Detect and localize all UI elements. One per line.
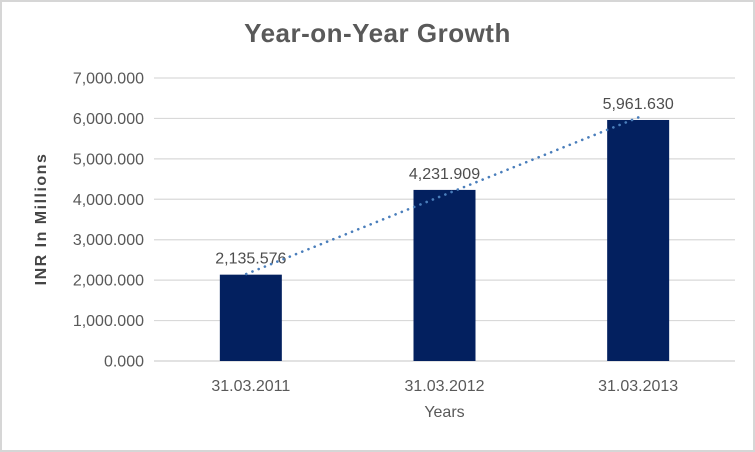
y-tick-label: 0.000 xyxy=(104,354,144,371)
bar-data-label: 4,231.909 xyxy=(409,166,480,183)
x-tick-label: 31.03.2012 xyxy=(404,378,484,395)
y-tick-label: 3,000.000 xyxy=(73,232,144,249)
x-tick-label: 31.03.2013 xyxy=(598,378,678,395)
y-tick-label: 7,000.000 xyxy=(73,71,144,88)
bar[interactable] xyxy=(607,119,670,361)
bar[interactable] xyxy=(219,274,282,361)
y-tick-label: 4,000.000 xyxy=(73,192,144,209)
y-tick-label: 5,000.000 xyxy=(73,151,144,168)
bar[interactable] xyxy=(413,189,476,361)
bar-data-label: 2,135.576 xyxy=(215,251,286,268)
y-tick-label: 6,000.000 xyxy=(73,111,144,128)
y-tick-label: 2,000.000 xyxy=(73,273,144,290)
y-tick-label: 1,000.000 xyxy=(73,313,144,330)
bar-data-label: 5,961.630 xyxy=(603,96,674,113)
x-axis-title: Years xyxy=(424,404,465,421)
x-tick-label: 31.03.2011 xyxy=(211,378,290,395)
chart-title: Year-on-Year Growth xyxy=(244,18,511,48)
trendline[interactable] xyxy=(244,114,645,276)
